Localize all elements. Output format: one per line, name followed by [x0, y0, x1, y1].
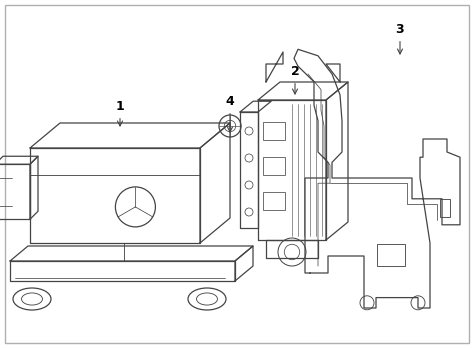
- Bar: [263, 192, 285, 210]
- Text: 2: 2: [291, 65, 300, 94]
- Bar: [263, 122, 285, 140]
- Bar: [263, 157, 285, 175]
- Text: 3: 3: [396, 23, 404, 54]
- Bar: [377, 244, 405, 267]
- Bar: [440, 199, 450, 217]
- Text: 4: 4: [226, 95, 234, 132]
- Text: 1: 1: [116, 100, 124, 126]
